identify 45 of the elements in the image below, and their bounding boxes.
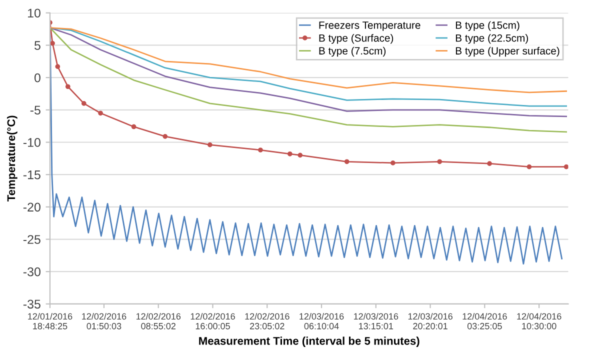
- x-tick-label: 12/03/2016 13:15:01: [354, 312, 398, 330]
- y-axis-title: Temperature(°C): [6, 116, 18, 202]
- point: [162, 134, 168, 139]
- legend-label: B type (Upper surface): [456, 46, 560, 57]
- x-axis-title: Measurement Time (interval be 5 minutes): [199, 336, 420, 348]
- y-tick-label: -20: [23, 202, 40, 212]
- point: [287, 151, 292, 156]
- legend-label: B type (15cm): [456, 21, 520, 31]
- x-tick-label: 12/02/2016 23:05:02: [245, 312, 290, 330]
- y-tick-label: -15: [23, 170, 40, 180]
- x-tick-label: 12/03/2016 20:20:01: [408, 312, 452, 330]
- point: [437, 159, 442, 164]
- x-tick-label: 12/03/2016 06:10:04: [300, 312, 344, 330]
- point: [81, 101, 86, 106]
- y-tick-label: 10: [28, 8, 40, 18]
- x-tick-label: 12/04/2016 03:25:05: [462, 312, 507, 330]
- point: [65, 84, 70, 90]
- y-tick-label: -30: [23, 267, 40, 276]
- x-tick-label: 12/02/2016 08:55:02: [136, 312, 181, 330]
- x-tick-label: 12/01/2016 18:48:25: [28, 312, 72, 330]
- point: [55, 64, 60, 69]
- point: [298, 152, 303, 158]
- point: [208, 142, 212, 148]
- point: [526, 164, 532, 170]
- point: [390, 160, 396, 166]
- legend-label: Freezers Temperature: [319, 22, 420, 31]
- point: [487, 161, 492, 166]
- point: [98, 110, 103, 116]
- legend-label: B type (7.5cm): [319, 46, 386, 57]
- x-tick-label: 12/02/2016 01:50:03: [82, 312, 126, 330]
- y-tick-label: -5: [30, 106, 40, 115]
- legend-label: B type (22.5cm): [456, 34, 528, 44]
- point: [564, 164, 568, 170]
- x-tick-label: 12/02/2016 16:00:05: [190, 312, 235, 330]
- y-tick-label: -10: [23, 138, 40, 147]
- y-tick-label: -35: [23, 300, 40, 309]
- point: [50, 40, 55, 46]
- y-tick-label: -25: [23, 235, 40, 244]
- point: [344, 159, 350, 164]
- y-tick-label: 5: [34, 41, 40, 50]
- point: [131, 124, 136, 130]
- y-tick-label: 0: [34, 73, 40, 82]
- x-tick-label: 12/04/2016 10:30:00: [517, 312, 562, 330]
- point: [258, 148, 263, 152]
- legend-label: B type (Surface): [319, 34, 394, 44]
